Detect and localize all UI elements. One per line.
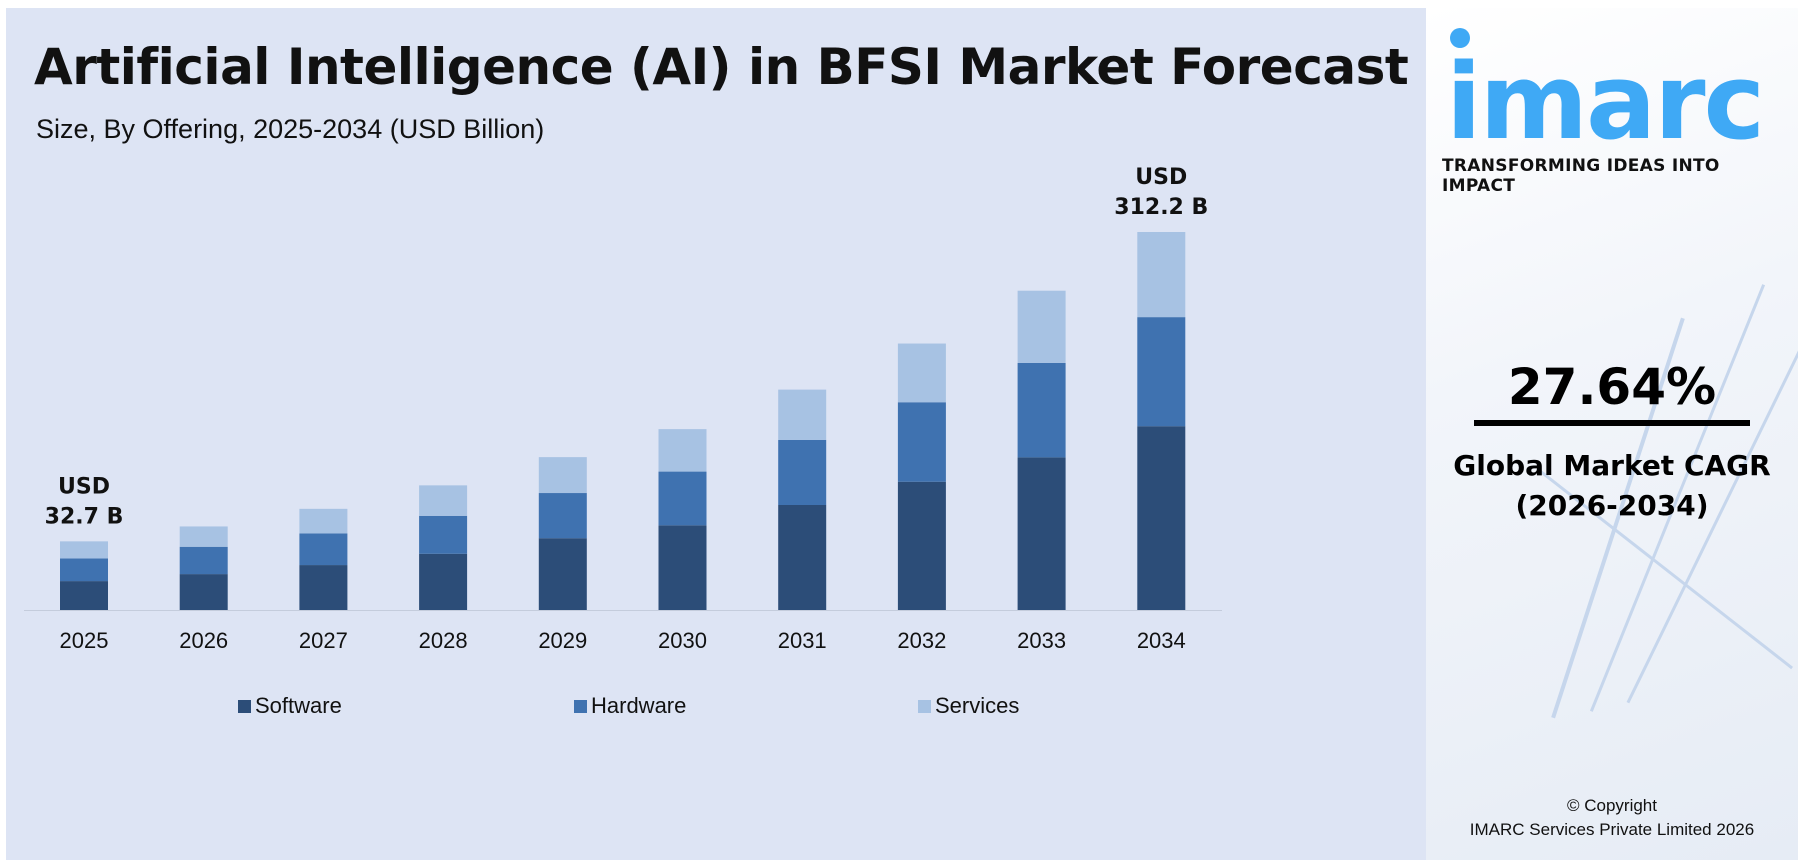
bar-services-2026 — [179, 526, 228, 547]
legend-label-hardware: Hardware — [591, 693, 686, 718]
bar-hardware-2029 — [538, 493, 587, 539]
bar-services-2031 — [778, 389, 827, 440]
stacked-bar-chart: 2025 2026 2027 2028 2029 2030 2031 2032 2033 2034… — [24, 165, 1222, 718]
x-tick-label: 2028 — [419, 628, 468, 653]
bar-hardware-2030 — [658, 471, 707, 526]
bar-software-2032 — [897, 481, 946, 610]
brand-tagline: TRANSFORMING IDEAS INTO IMPACT — [1442, 156, 1720, 196]
chart-panel: Artificial Intelligence (AI) in BFSI Mar… — [6, 8, 1426, 860]
logo-dot-icon — [1450, 28, 1470, 48]
bar-software-2028 — [419, 553, 468, 610]
x-tick-label: 2034 — [1137, 628, 1186, 653]
bar-services-2028 — [419, 485, 468, 516]
bar-software-2025 — [60, 581, 108, 610]
bar-hardware-2034 — [1137, 317, 1186, 427]
bar-services-2025 — [60, 541, 108, 559]
bar-software-2026 — [179, 574, 228, 610]
bar-services-2029 — [538, 457, 587, 494]
legend-label-software: Software — [255, 693, 342, 718]
bar-hardware-2028 — [419, 515, 468, 554]
bar-hardware-2031 — [778, 439, 827, 505]
bar-software-2029 — [538, 538, 587, 610]
total-label-2025: 32.7 B — [45, 504, 124, 529]
bar-services-2034 — [1137, 232, 1186, 318]
copyright-line2: IMARC Services Private Limited 2026 — [1469, 820, 1755, 839]
total-label-2034: USD — [1135, 165, 1187, 190]
legend-swatch-hardware — [574, 700, 587, 713]
x-tick-label: 2032 — [897, 628, 946, 653]
cagr-divider — [1474, 420, 1750, 426]
total-label-2025: USD — [58, 474, 110, 499]
bar-software-2027 — [299, 565, 348, 610]
bar-software-2030 — [658, 525, 707, 610]
brand-panel: imarc TRANSFORMING IDEAS INTO IMPACT 27.… — [1426, 8, 1798, 860]
bar-services-2032 — [897, 343, 946, 403]
chart-title: Artificial Intelligence (AI) in BFSI Mar… — [34, 38, 1409, 96]
x-tick-label: 2030 — [658, 628, 707, 653]
legend-swatch-software — [238, 700, 251, 713]
bar-software-2033 — [1017, 457, 1066, 610]
bar-services-2030 — [658, 429, 707, 472]
cagr-value: 27.64% — [1507, 358, 1717, 416]
x-tick-label: 2026 — [179, 628, 228, 653]
chart-subtitle: Size, By Offering, 2025-2034 (USD Billio… — [36, 114, 545, 144]
x-tick-label: 2029 — [538, 628, 587, 653]
imarc-logo: imarc — [1446, 41, 1765, 163]
cagr-label: Global Market CAGR (2026-2034) — [1426, 446, 1798, 526]
bar-software-2031 — [778, 505, 827, 610]
bar-hardware-2033 — [1017, 362, 1066, 458]
copyright: © Copyright IMARC Services Private Limit… — [1426, 794, 1798, 842]
bar-hardware-2032 — [897, 402, 946, 482]
bar-hardware-2027 — [299, 533, 348, 566]
bar-hardware-2025 — [60, 558, 108, 582]
bar-services-2033 — [1017, 290, 1066, 363]
bar-services-2027 — [299, 508, 348, 534]
legend-swatch-services — [918, 700, 931, 713]
x-tick-label: 2025 — [60, 628, 109, 653]
x-tick-label: 2027 — [299, 628, 348, 653]
bar-hardware-2026 — [179, 546, 228, 575]
cagr-label-line1: Global Market CAGR — [1453, 449, 1771, 482]
legend-label-services: Services — [935, 693, 1019, 718]
x-tick-label: 2031 — [778, 628, 827, 653]
copyright-line1: © Copyright — [1566, 796, 1657, 815]
bar-software-2034 — [1137, 426, 1186, 610]
total-label-2034: 312.2 B — [1114, 195, 1208, 220]
cagr-label-line2: (2026-2034) — [1515, 489, 1709, 522]
x-tick-label: 2033 — [1017, 628, 1066, 653]
